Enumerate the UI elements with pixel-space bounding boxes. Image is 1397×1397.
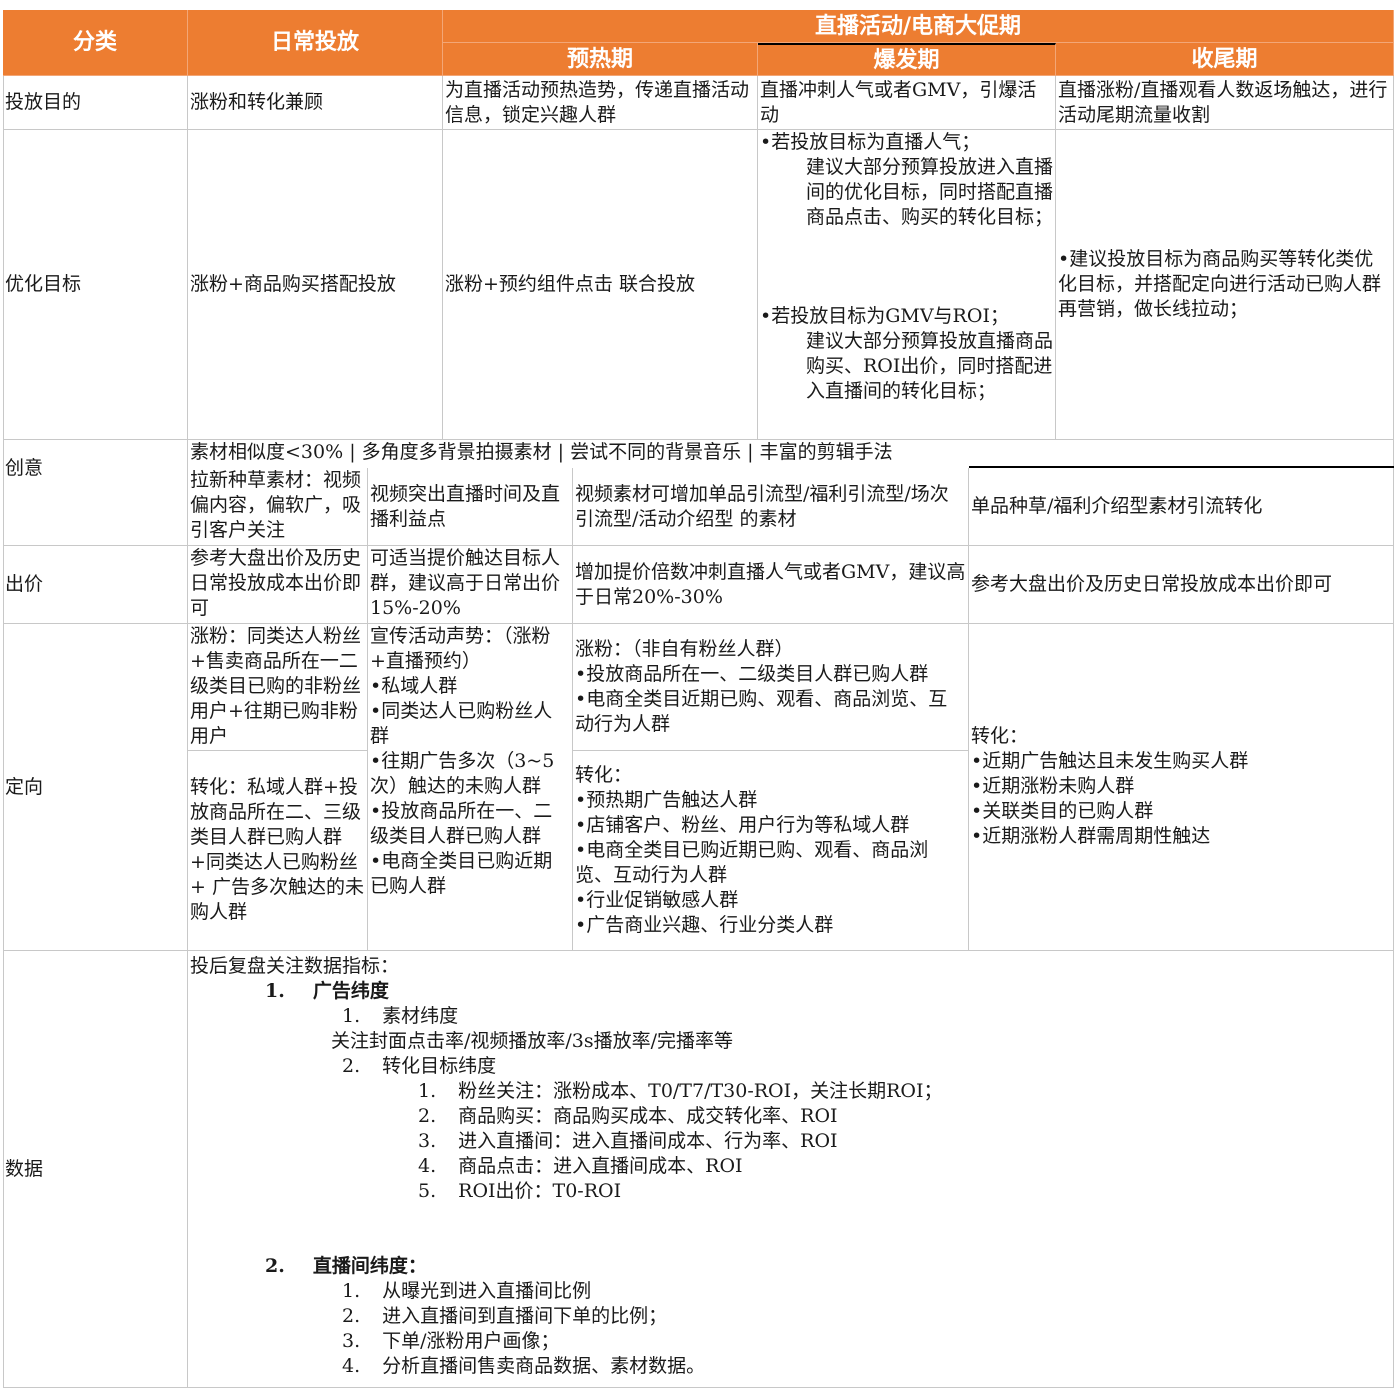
data-intro: 投后复盘关注数据指标： <box>190 955 400 977</box>
data-s1-sub-item: 2. 商品购买：商品购买成本、成交转化率、ROI <box>418 1105 838 1127</box>
optimize-burst-b-title: •若投放目标为GMV与ROI； <box>760 305 1009 327</box>
row-label-targeting: 定向 <box>3 624 188 951</box>
header-live-group: 直播活动/电商大促期 <box>443 10 1394 43</box>
data-sec2-title: 直播间纬度： <box>312 1255 427 1277</box>
goal-warmup: 为直播活动预热造势，传递直播活动信息，锁定兴趣人群 <box>443 76 758 130</box>
targeting-warmup-line: •同类达人已购粉丝人群 <box>370 700 553 747</box>
data-sec1: 1. 广告纬度 <box>190 979 1391 1004</box>
optimize-daily: 涨粉+商品购买搭配投放 <box>188 130 443 440</box>
optimize-closing: •建议投放目标为商品购买等转化类优化目标，并搭配定向进行活动已购人群再营销，做长… <box>1056 130 1394 440</box>
targeting-closing-line: •近期涨粉人群需周期性触达 <box>971 825 1211 847</box>
targeting-burst-conv-line: •店铺客户、粉丝、用户行为等私域人群 <box>575 814 910 836</box>
bid-daily: 参考大盘出价及历史日常投放成本出价即可 <box>188 546 368 624</box>
targeting-burst-fans-line: •电商全类目近期已购、观看、商品浏览、互动行为人群 <box>575 688 948 735</box>
bid-closing: 参考大盘出价及历史日常投放成本出价即可 <box>969 546 1394 624</box>
data-s2-item: 2. 进入直播间到直播间下单的比例； <box>342 1305 668 1327</box>
targeting-burst-conv-line: •电商全类目已购近期已购、观看、商品浏览、互动行为人群 <box>575 839 929 886</box>
data-sec2-num: 2. <box>265 1255 285 1277</box>
creative-burst: 视频素材可增加单品引流型/福利引流型/场次引流型/活动介绍型 的素材 <box>573 468 969 546</box>
goal-closing: 直播涨粉/直播观看人数返场触达，进行活动尾期流量收割 <box>1056 76 1394 130</box>
creative-divider <box>969 466 1394 468</box>
creative-closing: 单品种草/福利介绍型素材引流转化 <box>969 468 1394 546</box>
data-sec1-num: 1. <box>265 980 285 1002</box>
optimize-burst-a-title: •若投放目标为直播人气； <box>760 131 981 153</box>
row-label-bid: 出价 <box>3 546 188 624</box>
targeting-burst-conv-line: 转化： <box>575 764 633 786</box>
targeting-burst-conv: 转化： •预热期广告触达人群 •店铺客户、粉丝、用户行为等私域人群 •电商全类目… <box>573 751 969 951</box>
bid-warmup: 可适当提价触达目标人群，建议高于日常出价15%-20% <box>368 546 573 624</box>
data-content: 投后复盘关注数据指标： 1. 广告纬度 1. 素材纬度 关注封面点击率/视频播放率/… <box>188 951 1394 1388</box>
data-s2-item: 3. 下单/涨粉用户画像； <box>342 1330 560 1352</box>
targeting-burst-conv-line: •预热期广告触达人群 <box>575 789 758 811</box>
row-label-optimize: 优化目标 <box>3 130 188 440</box>
data-s1-sub-item: 3. 进入直播间：进入直播间成本、行为率、ROI <box>418 1130 838 1152</box>
optimize-burst: •若投放目标为直播人气； 建议大部分预算投放进入直播间的优化目标，同时搭配直播商… <box>758 130 1056 440</box>
data-sec2: 2. 直播间纬度： <box>190 1254 1391 1279</box>
targeting-daily-conv: 转化：私域人群+投放商品所在二、三级类目人群已购人群+同类达人已购粉丝+ 广告多… <box>188 751 368 951</box>
data-s1-i2: 2. 转化目标纬度 <box>342 1055 497 1077</box>
targeting-closing-line: 转化： <box>971 725 1029 747</box>
targeting-daily-fans: 涨粉：同类达人粉丝+售卖商品所在一二级类目已购的非粉丝用户+往期已购非粉用户 <box>188 624 368 751</box>
data-s1-i1-desc: 关注封面点击率/视频播放率/3s播放率/完播率等 <box>331 1030 734 1052</box>
targeting-warmup-line: •往期广告多次（3~5次）触达的未购人群 <box>370 750 555 797</box>
targeting-warmup-line: •电商全类目已购近期已购人群 <box>370 850 553 897</box>
targeting-burst-conv-line: •行业促销敏感人群 <box>575 889 739 911</box>
data-s1-sub-item: 5. ROI出价：T0-ROI <box>418 1180 622 1202</box>
targeting-burst-fans-line: •投放商品所在一、二级类目人群已购人群 <box>575 663 929 685</box>
header-category: 分类 <box>3 10 188 76</box>
header-closing: 收尾期 <box>1056 43 1394 76</box>
row-label-creative: 创意 <box>3 440 188 546</box>
data-s2-item: 1. 从曝光到进入直播间比例 <box>342 1280 592 1302</box>
data-s1-sub-item: 1. 粉丝关注：涨粉成本、T0/T7/T30-ROI，关注长期ROI； <box>418 1080 943 1102</box>
targeting-warmup-line: •私域人群 <box>370 675 458 697</box>
targeting-closing-line: •近期广告触达且未发生购买人群 <box>971 750 1249 772</box>
data-s1-sub-item: 4. 商品点击：进入直播间成本、ROI <box>418 1155 743 1177</box>
optimize-burst-b-body: 建议大部分预算投放直播商品购买、ROI出价，同时搭配进入直播间的转化目标； <box>806 330 1054 402</box>
targeting-warmup-line: 宣传活动声势：（涨粉+直播预约） <box>370 625 551 672</box>
targeting-burst-conv-line: •广告商业兴趣、行业分类人群 <box>575 914 834 936</box>
targeting-warmup-line: •投放商品所在一、二级类目人群已购人群 <box>370 800 553 847</box>
optimize-warmup: 涨粉+预约组件点击 联合投放 <box>443 130 758 440</box>
optimize-burst-a-body: 建议大部分预算投放进入直播间的优化目标，同时搭配直播商品点击、购买的转化目标； <box>806 156 1054 228</box>
header-burst: 爆发期 <box>758 43 1056 76</box>
row-label-data: 数据 <box>3 951 188 1388</box>
data-s2-item: 4. 分析直播间售卖商品数据、素材数据。 <box>342 1355 706 1377</box>
header-warmup: 预热期 <box>443 43 758 76</box>
targeting-closing: 转化： •近期广告触达且未发生购买人群 •近期涨粉未购人群 •关联类目的已购人群… <box>969 624 1394 951</box>
creative-general: 素材相似度<30% | 多角度多背景拍摄素材 | 尝试不同的背景音乐 | 丰富的… <box>188 440 1394 468</box>
targeting-closing-line: •近期涨粉未购人群 <box>971 775 1135 797</box>
targeting-burst-fans: 涨粉：（非自有粉丝人群） •投放商品所在一、二级类目人群已购人群 •电商全类目近… <box>573 624 969 751</box>
targeting-warmup: 宣传活动声势：（涨粉+直播预约） •私域人群 •同类达人已购粉丝人群 •往期广告… <box>368 624 573 951</box>
table-left-border <box>3 76 4 1388</box>
goal-burst: 直播冲刺人气或者GMV，引爆活动 <box>758 76 1056 130</box>
creative-daily: 拉新种草素材：视频偏内容，偏软广，吸引客户关注 <box>188 468 368 546</box>
row-label-goal: 投放目的 <box>3 76 188 130</box>
targeting-closing-line: •关联类目的已购人群 <box>971 800 1154 822</box>
creative-warmup: 视频突出直播时间及直播利益点 <box>368 468 573 546</box>
data-sec1-title: 广告纬度 <box>312 980 389 1002</box>
data-s1-i1: 1. 素材纬度 <box>342 1005 459 1027</box>
strategy-table: 分类 日常投放 直播活动/电商大促期 预热期 爆发期 收尾期 投放目的 涨粉和转… <box>3 10 1394 1388</box>
goal-daily: 涨粉和转化兼顾 <box>188 76 443 130</box>
header-daily: 日常投放 <box>188 10 443 76</box>
bid-burst: 增加提价倍数冲刺直播人气或者GMV，建议高于日常20%-30% <box>573 546 969 624</box>
targeting-burst-fans-line: 涨粉：（非自有粉丝人群） <box>575 638 794 660</box>
